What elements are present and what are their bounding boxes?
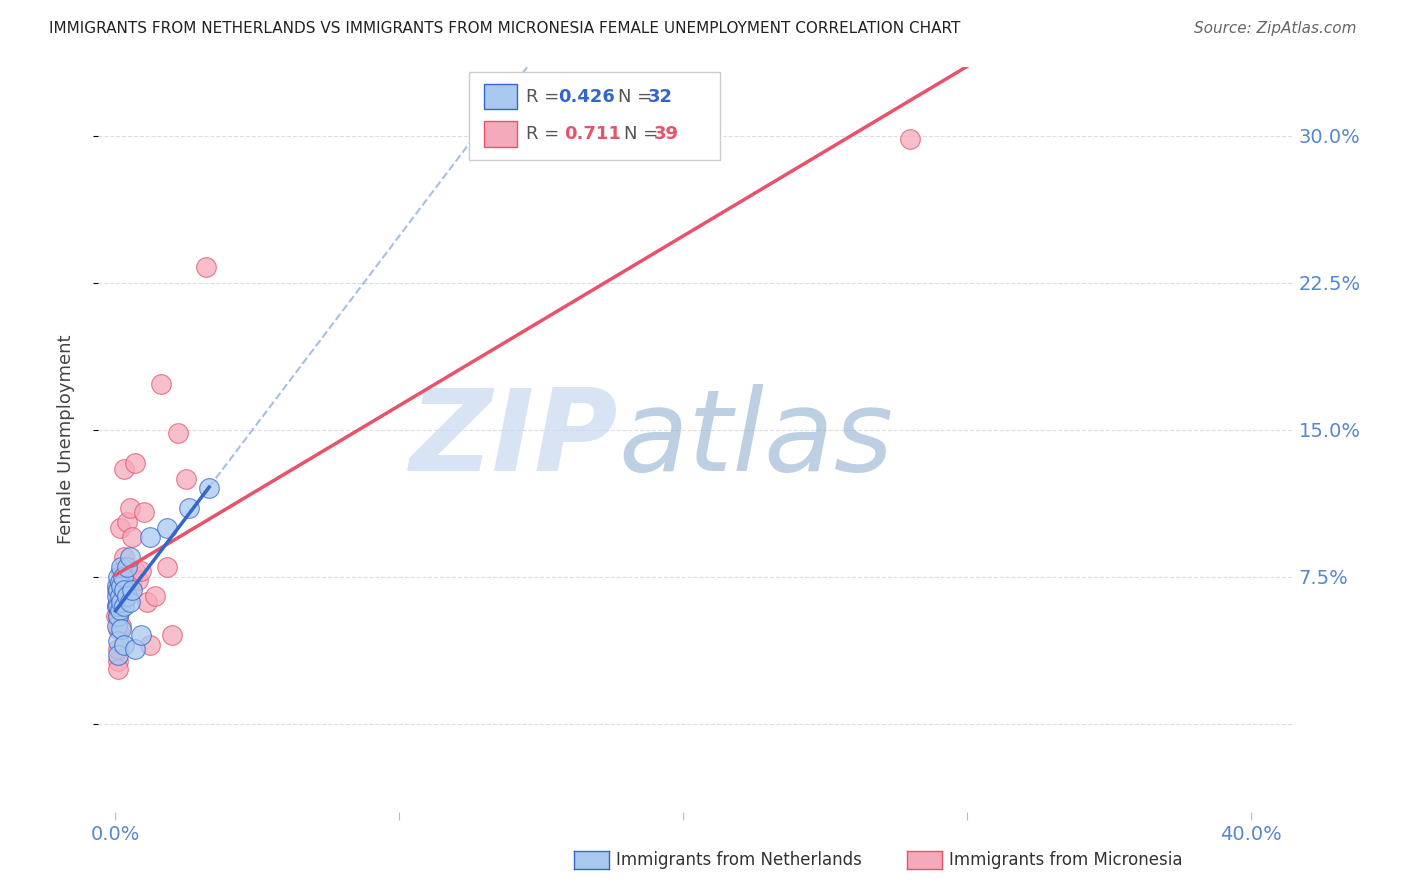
Point [107, 662, 129, 676]
Point [110, 623, 132, 637]
Point [195, 260, 218, 274]
Point [115, 559, 138, 574]
Point [198, 481, 221, 495]
Text: 0.711: 0.711 [565, 125, 621, 143]
Text: atlas: atlas [619, 384, 893, 495]
Text: R =: R = [526, 87, 565, 105]
Point [110, 559, 132, 574]
Text: N =: N = [624, 125, 664, 143]
Point [105, 608, 128, 623]
Point [124, 456, 146, 470]
Point [107, 569, 129, 583]
Point [108, 589, 131, 603]
Point [176, 471, 198, 485]
Point [105, 589, 128, 603]
Point [115, 515, 138, 529]
Point [107, 599, 129, 613]
Point [135, 595, 157, 609]
Point [105, 583, 128, 598]
Point [110, 579, 132, 593]
Point [138, 638, 160, 652]
Text: ZIP: ZIP [409, 384, 619, 495]
Point [118, 595, 141, 609]
Text: Immigrants from Micronesia: Immigrants from Micronesia [949, 851, 1182, 869]
Point [107, 608, 129, 623]
Point [118, 583, 141, 598]
Point [107, 648, 129, 662]
Point [127, 574, 149, 588]
Point [107, 608, 129, 623]
Point [105, 599, 128, 613]
Text: N =: N = [619, 87, 658, 105]
Point [160, 628, 183, 642]
Point [112, 599, 135, 613]
Point [107, 642, 129, 657]
Point [179, 500, 201, 515]
Point [898, 132, 921, 146]
Point [107, 583, 129, 598]
Point [155, 559, 177, 574]
Point [155, 520, 177, 534]
Point [112, 583, 135, 598]
Point [105, 599, 128, 613]
Y-axis label: Female Unemployment: Female Unemployment [56, 334, 75, 544]
Point [112, 638, 135, 652]
Point [115, 569, 138, 583]
FancyBboxPatch shape [485, 84, 517, 110]
Point [110, 583, 132, 598]
Point [108, 603, 131, 617]
Text: Source: ZipAtlas.com: Source: ZipAtlas.com [1194, 21, 1357, 36]
Point [121, 574, 143, 588]
Point [118, 549, 141, 564]
Point [167, 426, 190, 441]
Point [124, 642, 146, 657]
Point [124, 564, 146, 578]
Point [121, 583, 143, 598]
Point [107, 623, 129, 637]
Text: 0.426: 0.426 [558, 87, 616, 105]
Point [112, 575, 135, 590]
Point [112, 549, 135, 564]
Text: Immigrants from Netherlands: Immigrants from Netherlands [616, 851, 862, 869]
Point [112, 461, 135, 475]
Point [110, 618, 132, 632]
Point [138, 530, 160, 544]
Text: 32: 32 [648, 87, 673, 105]
Point [108, 589, 131, 603]
Point [105, 579, 128, 593]
Point [111, 569, 134, 583]
Text: 39: 39 [654, 125, 679, 143]
Point [110, 564, 132, 578]
Point [107, 579, 129, 593]
FancyBboxPatch shape [470, 72, 720, 160]
Point [129, 628, 152, 642]
Point [110, 595, 132, 609]
Point [105, 618, 128, 632]
Point [107, 654, 129, 668]
Point [108, 520, 131, 534]
Point [132, 505, 155, 519]
Point [108, 575, 131, 590]
Point [121, 530, 143, 544]
FancyBboxPatch shape [485, 121, 517, 146]
Point [107, 595, 129, 609]
Point [129, 564, 152, 578]
Point [118, 500, 141, 515]
Point [143, 589, 166, 603]
Text: R =: R = [526, 125, 571, 143]
Point [107, 634, 129, 648]
Text: IMMIGRANTS FROM NETHERLANDS VS IMMIGRANTS FROM MICRONESIA FEMALE UNEMPLOYMENT CO: IMMIGRANTS FROM NETHERLANDS VS IMMIGRANT… [49, 21, 960, 36]
Point [115, 589, 138, 603]
Point [149, 377, 172, 392]
